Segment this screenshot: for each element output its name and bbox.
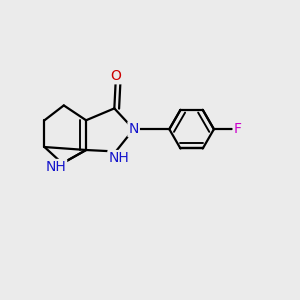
Text: O: O bbox=[110, 69, 121, 83]
Text: F: F bbox=[234, 122, 242, 136]
Text: N: N bbox=[128, 122, 139, 136]
Text: NH: NH bbox=[45, 160, 66, 174]
Text: NH: NH bbox=[108, 151, 129, 165]
